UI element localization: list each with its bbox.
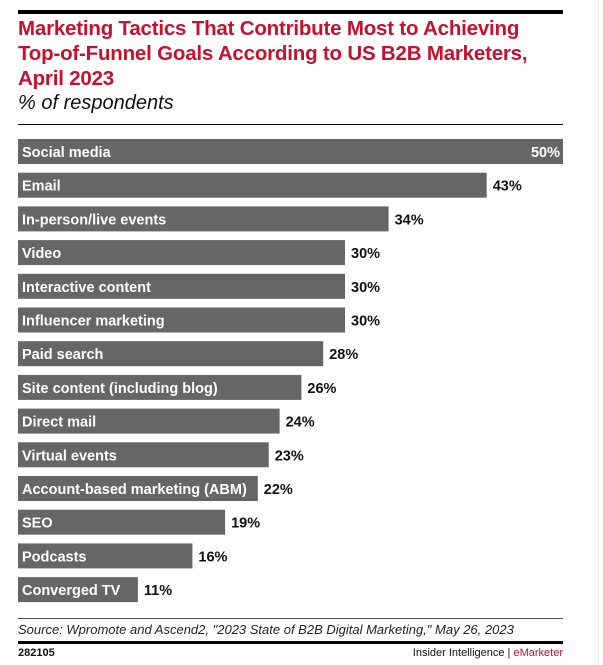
- bar: [18, 240, 345, 266]
- bar: [18, 139, 563, 164]
- value-label: 26%: [307, 381, 336, 397]
- chart-subtitle: % of respondents: [18, 92, 174, 114]
- category-label: SEO: [22, 516, 53, 532]
- top-rule: [18, 10, 563, 14]
- source-rule: [18, 618, 563, 619]
- category-label: In-person/live events: [22, 212, 166, 228]
- bar: [18, 206, 389, 232]
- category-label: Direct mail: [22, 415, 96, 431]
- value-label: 34%: [395, 212, 424, 228]
- value-label: 30%: [351, 314, 380, 330]
- bottom-rule: [18, 641, 563, 644]
- category-label: Social media: [22, 145, 112, 161]
- category-label: Email: [22, 179, 61, 195]
- value-label: 11%: [144, 583, 172, 599]
- brand: Insider Intelligence | eMarketer: [413, 647, 563, 659]
- value-label: 30%: [351, 280, 380, 296]
- category-label: Virtual events: [22, 448, 117, 464]
- chart-title: Marketing Tactics That Contribute Most t…: [18, 17, 528, 90]
- value-label: 28%: [329, 347, 358, 363]
- bar: [18, 509, 226, 535]
- value-label: 22%: [264, 482, 293, 498]
- value-label: 24%: [286, 415, 315, 431]
- category-label: Podcasts: [22, 549, 86, 565]
- value-label: 30%: [351, 246, 380, 262]
- category-label: Interactive content: [22, 280, 151, 296]
- category-label: Video: [22, 246, 61, 262]
- bar: [18, 307, 345, 333]
- bar: [18, 374, 302, 400]
- chart-id: 282105: [18, 647, 55, 659]
- value-label: 50%: [531, 145, 560, 161]
- bar: [18, 341, 324, 367]
- value-label: 16%: [198, 549, 227, 565]
- value-label: 19%: [231, 516, 260, 532]
- value-label: 43%: [493, 179, 522, 195]
- category-label: Paid search: [22, 347, 103, 363]
- bar: [18, 172, 487, 198]
- bar: [18, 476, 258, 501]
- brand-insider: Insider Intelligence |: [412, 647, 514, 659]
- bar: [18, 273, 345, 299]
- bar: [18, 577, 138, 603]
- category-label: Influencer marketing: [22, 314, 165, 330]
- page-edge: [598, 0, 599, 665]
- bar: [18, 408, 280, 434]
- category-label: Converged TV: [22, 583, 121, 599]
- brand-emarketer: eMarketer: [513, 647, 563, 659]
- bar: [18, 543, 193, 569]
- category-label: Account-based marketing (ABM): [22, 482, 247, 498]
- value-label: 23%: [275, 448, 304, 464]
- category-label: Site content (including blog): [22, 381, 218, 397]
- subtitle-rule: [18, 124, 563, 125]
- bar: [18, 442, 269, 468]
- source-note: Source: Wpromote and Ascend2, "2023 Stat…: [18, 622, 514, 637]
